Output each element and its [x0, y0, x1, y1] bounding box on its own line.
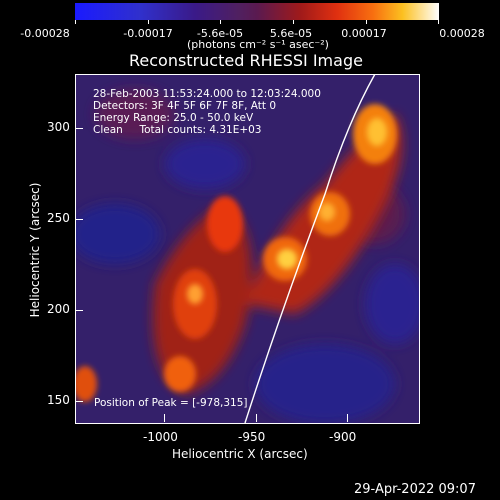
- colorbar-tick-label: 0.00017: [341, 27, 387, 40]
- x-tick-label: -1000: [143, 430, 178, 444]
- colorbar: [75, 3, 439, 20]
- colorbar-tick-label: 5.6e-05: [269, 27, 313, 40]
- annotation-energy: Energy Range: 25.0 - 50.0 keV: [93, 112, 254, 124]
- colorbar-tick-label: -5.6e-05: [196, 27, 244, 40]
- x-tick-label: -900: [329, 430, 357, 444]
- annotation-peak: Position of Peak = [-978,315]: [94, 397, 248, 409]
- plot-frame: [75, 74, 420, 424]
- y-tick-label: 150: [47, 393, 70, 407]
- x-axis-label: Heliocentric X (arcsec): [172, 447, 308, 461]
- x-tick-label: -950: [238, 430, 266, 444]
- colorbar-gradient: [75, 3, 439, 20]
- colorbar-tick-label: -0.00028: [20, 27, 70, 40]
- plot-title: Reconstructed RHESSI Image: [129, 51, 363, 70]
- annotation-time: 28-Feb-2003 11:53:24.000 to 12:03:24.000: [93, 88, 321, 100]
- y-tick-label: 200: [47, 302, 70, 316]
- rhessi-image: [75, 74, 419, 423]
- colorbar-tick-label: -0.00017: [123, 27, 173, 40]
- footer-timestamp: 29-Apr-2022 09:07: [354, 482, 476, 497]
- annotation-detectors: Detectors: 3F 4F 5F 6F 7F 8F, Att 0: [93, 100, 277, 112]
- rhessi-image-map: [75, 74, 419, 423]
- colorbar-tick-label: 0.00028: [439, 27, 485, 40]
- y-tick-label: 300: [47, 120, 70, 134]
- annotation-clean: Clean Total counts: 4.31E+03: [93, 124, 262, 136]
- colorbar-unit-label: (photons cm⁻² s⁻¹ asec⁻²): [187, 38, 329, 51]
- y-axis-label: Heliocentric Y (arcsec): [28, 182, 42, 318]
- y-tick-label: 250: [47, 211, 70, 225]
